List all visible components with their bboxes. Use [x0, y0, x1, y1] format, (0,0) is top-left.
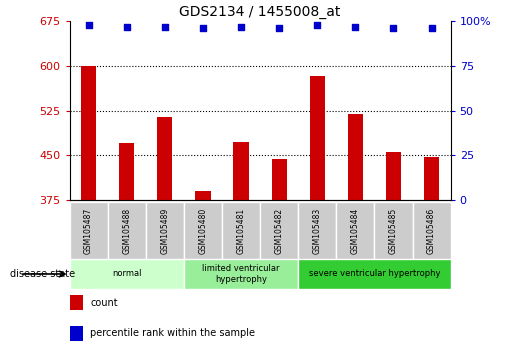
Text: GSM105481: GSM105481 [236, 208, 246, 254]
Text: GSM105486: GSM105486 [427, 208, 436, 254]
Text: normal: normal [112, 269, 142, 279]
Bar [70, 296, 83, 310]
Text: GSM105482: GSM105482 [274, 208, 284, 254]
Point [427, 25, 436, 31]
Bar [348, 114, 363, 200]
Bar [310, 76, 325, 200]
Bar [424, 156, 439, 200]
Text: GSM105484: GSM105484 [351, 208, 360, 254]
Bar [233, 142, 249, 200]
Bar [271, 160, 287, 200]
Bar [336, 202, 374, 260]
Point [389, 25, 398, 31]
Bar [81, 66, 96, 200]
Text: GSM105480: GSM105480 [198, 208, 208, 254]
Bar [298, 259, 451, 289]
Bar [386, 152, 401, 200]
Bar [195, 191, 211, 200]
Bar [184, 259, 298, 289]
Point [351, 24, 359, 29]
Bar [70, 202, 108, 260]
Point [199, 25, 207, 31]
Bar [222, 202, 260, 260]
Point [84, 22, 93, 28]
Bar [157, 116, 173, 200]
Bar [70, 326, 83, 341]
Text: disease state: disease state [10, 269, 75, 279]
Text: percentile rank within the sample: percentile rank within the sample [91, 328, 255, 338]
Bar [119, 143, 134, 200]
Bar [374, 202, 413, 260]
Text: severe ventricular hypertrophy: severe ventricular hypertrophy [308, 269, 440, 279]
Point [275, 25, 283, 31]
Point [313, 22, 321, 28]
Text: limited ventricular
hypertrophy: limited ventricular hypertrophy [202, 264, 280, 284]
Bar [70, 259, 184, 289]
Point [123, 24, 131, 29]
Text: GSM105483: GSM105483 [313, 208, 322, 254]
Point [161, 24, 169, 29]
Point [237, 24, 245, 29]
Bar [184, 202, 222, 260]
Text: GSM105488: GSM105488 [122, 208, 131, 254]
Bar [413, 202, 451, 260]
Text: GSM105485: GSM105485 [389, 208, 398, 254]
Title: GDS2134 / 1455008_at: GDS2134 / 1455008_at [179, 5, 341, 19]
Text: GSM105489: GSM105489 [160, 208, 169, 254]
Bar [108, 202, 146, 260]
Bar [146, 202, 184, 260]
Bar [260, 202, 298, 260]
Text: count: count [91, 298, 118, 308]
Text: GSM105487: GSM105487 [84, 208, 93, 254]
Bar [298, 202, 336, 260]
